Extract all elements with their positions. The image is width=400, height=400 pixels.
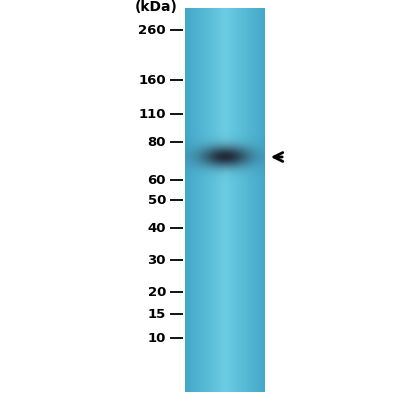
Text: 15: 15 (148, 308, 166, 320)
Text: 80: 80 (148, 136, 166, 148)
Text: 260: 260 (138, 24, 166, 36)
Text: 30: 30 (148, 254, 166, 266)
Text: 10: 10 (148, 332, 166, 344)
Text: 160: 160 (138, 74, 166, 86)
Text: 50: 50 (148, 194, 166, 206)
Text: (kDa): (kDa) (135, 0, 178, 14)
Text: 20: 20 (148, 286, 166, 298)
Text: 110: 110 (138, 108, 166, 120)
Text: 40: 40 (148, 222, 166, 234)
Text: 60: 60 (148, 174, 166, 186)
